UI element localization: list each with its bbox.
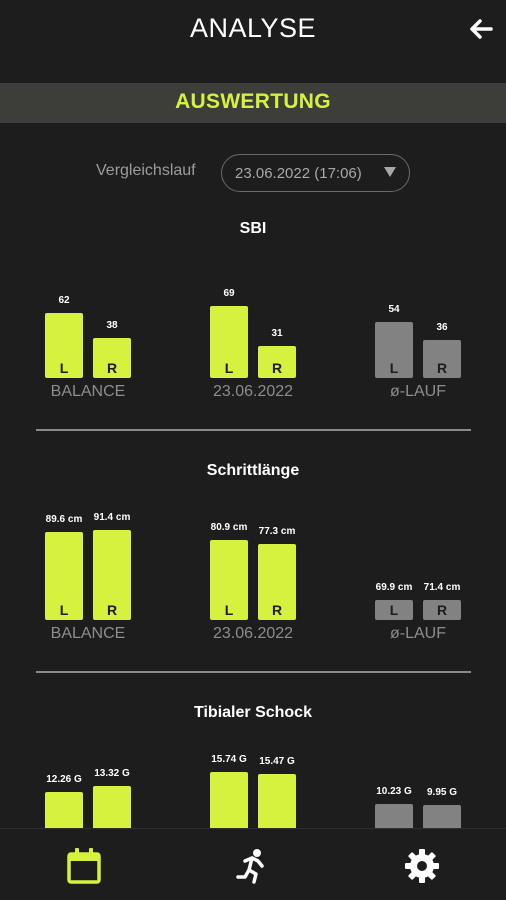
compare-label: Vergleichslauf xyxy=(96,162,196,179)
bar-l: L xyxy=(210,540,248,620)
group-label: ø-LAUF xyxy=(390,383,446,400)
bar-r: R xyxy=(423,340,461,378)
bar-value-label: 54 xyxy=(388,304,400,315)
dropdown-arrow-icon xyxy=(384,167,396,177)
bar-side-label: R xyxy=(271,602,283,618)
bar-r: R xyxy=(258,346,296,378)
bar-value-label: 62 xyxy=(58,295,70,306)
bar-side-label: L xyxy=(224,360,234,376)
section-divider xyxy=(36,671,471,673)
bar-value-label: 91.4 cm xyxy=(93,512,131,523)
metric-title: Tibialer Schock xyxy=(194,704,312,721)
bar-side-label: R xyxy=(271,360,283,376)
bar-value-label: 13.32 G xyxy=(94,768,130,779)
compare-run-select[interactable]: 23.06.2022 (17:06) xyxy=(221,154,410,192)
bar-value-label: 10.23 G xyxy=(376,786,412,797)
bar-side-label: L xyxy=(59,602,69,618)
bar-side-label: R xyxy=(436,360,448,376)
arrow-left-icon[interactable] xyxy=(466,14,496,44)
group-label: BALANCE xyxy=(50,625,126,642)
bar-value-label: 69.9 cm xyxy=(375,582,413,593)
bar-value-label: 15.74 G xyxy=(211,754,247,765)
bottom-nav xyxy=(0,828,506,900)
section-banner: AUSWERTUNG xyxy=(0,83,506,123)
bar-value-label: 9.95 G xyxy=(426,787,458,798)
group-label: 23.06.2022 xyxy=(212,625,294,642)
bar-value-label: 71.4 cm xyxy=(423,582,461,593)
bar-l: L xyxy=(45,532,83,620)
bar-value-label: 77.3 cm xyxy=(258,526,296,537)
bar-l: L xyxy=(45,313,83,378)
bar-r: R xyxy=(93,338,131,378)
bar-side-label: R xyxy=(436,602,448,618)
bar-r: R xyxy=(258,544,296,620)
runner-icon xyxy=(236,849,264,884)
nav-settings[interactable] xyxy=(338,829,506,900)
group-label: ø-LAUF xyxy=(390,625,446,642)
bar-value-label: 38 xyxy=(106,320,118,331)
section-divider xyxy=(36,429,471,431)
group-label: 23.06.2022 xyxy=(212,383,294,400)
bar-side-label: L xyxy=(224,602,234,618)
bar-side-label: R xyxy=(106,360,118,376)
app-header: ANALYSE xyxy=(0,0,506,60)
gear-icon xyxy=(405,849,439,883)
bar-side-label: L xyxy=(59,360,69,376)
bar-value-label: 89.6 cm xyxy=(45,514,83,525)
bar-l: L xyxy=(375,600,413,620)
group-label: BALANCE xyxy=(50,383,126,400)
section-title: AUSWERTUNG xyxy=(175,90,331,113)
bar-value-label: 12.26 G xyxy=(46,774,82,785)
page-title: ANALYSE xyxy=(189,13,317,43)
bar-side-label: R xyxy=(106,602,118,618)
bar-value-label: 15.47 G xyxy=(259,756,295,767)
bar-value-label: 80.9 cm xyxy=(210,522,248,533)
metric-title: SBI xyxy=(239,220,267,237)
bar-l: L xyxy=(210,306,248,378)
nav-calendar[interactable] xyxy=(0,829,168,900)
nav-run[interactable] xyxy=(169,829,337,900)
calendar-icon xyxy=(67,848,101,884)
bar-value-label: 36 xyxy=(436,322,448,333)
metric-title: Schrittlänge xyxy=(206,462,300,479)
compare-run-value: 23.06.2022 (17:06) xyxy=(235,165,362,182)
bar-side-label: L xyxy=(389,360,399,376)
bar-value-label: 31 xyxy=(271,328,283,339)
bar-r: R xyxy=(423,600,461,620)
bar-l: L xyxy=(375,322,413,378)
bar-side-label: L xyxy=(389,602,399,618)
bar-value-label: 69 xyxy=(223,288,235,299)
bar-r: R xyxy=(93,530,131,620)
